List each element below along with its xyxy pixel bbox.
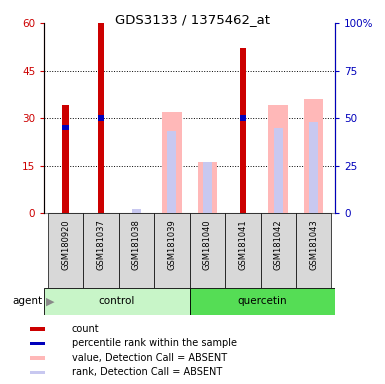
Bar [239, 115, 246, 121]
Bar [30, 341, 45, 345]
Text: GSM181042: GSM181042 [274, 219, 283, 270]
Text: GSM181040: GSM181040 [203, 219, 212, 270]
Bar [154, 213, 190, 288]
Bar [239, 48, 246, 213]
Text: rank, Detection Call = ABSENT: rank, Detection Call = ABSENT [72, 367, 222, 377]
Bar [268, 105, 288, 213]
Bar [30, 327, 45, 331]
Bar [98, 115, 104, 121]
Bar [98, 23, 104, 213]
Bar [132, 209, 141, 213]
Bar [261, 213, 296, 288]
Bar [62, 106, 69, 213]
Text: GSM180920: GSM180920 [61, 219, 70, 270]
Text: percentile rank within the sample: percentile rank within the sample [72, 338, 237, 348]
Bar [162, 113, 182, 213]
Text: quercetin: quercetin [238, 296, 287, 306]
Bar [30, 356, 45, 360]
Text: GSM181041: GSM181041 [238, 219, 247, 270]
Bar [296, 213, 331, 288]
Bar [167, 131, 176, 213]
Text: value, Detection Call = ABSENT: value, Detection Call = ABSENT [72, 353, 227, 363]
Bar [48, 213, 83, 288]
Text: GSM181039: GSM181039 [167, 219, 176, 270]
Text: agent: agent [12, 296, 42, 306]
Bar [198, 162, 217, 213]
Text: ▶: ▶ [46, 296, 55, 306]
Bar [44, 288, 190, 315]
Bar [274, 127, 283, 213]
Bar [119, 213, 154, 288]
Bar [304, 99, 323, 213]
Bar [83, 213, 119, 288]
Bar [225, 213, 261, 288]
Bar [309, 122, 318, 213]
Bar [203, 162, 212, 213]
Text: GSM181037: GSM181037 [97, 219, 105, 270]
Bar [62, 125, 69, 131]
Bar [30, 371, 45, 374]
Text: GDS3133 / 1375462_at: GDS3133 / 1375462_at [115, 13, 270, 26]
Text: GSM181038: GSM181038 [132, 219, 141, 270]
Bar [190, 213, 225, 288]
Bar [190, 288, 335, 315]
Text: GSM181043: GSM181043 [309, 219, 318, 270]
Text: control: control [99, 296, 135, 306]
Text: count: count [72, 324, 99, 334]
